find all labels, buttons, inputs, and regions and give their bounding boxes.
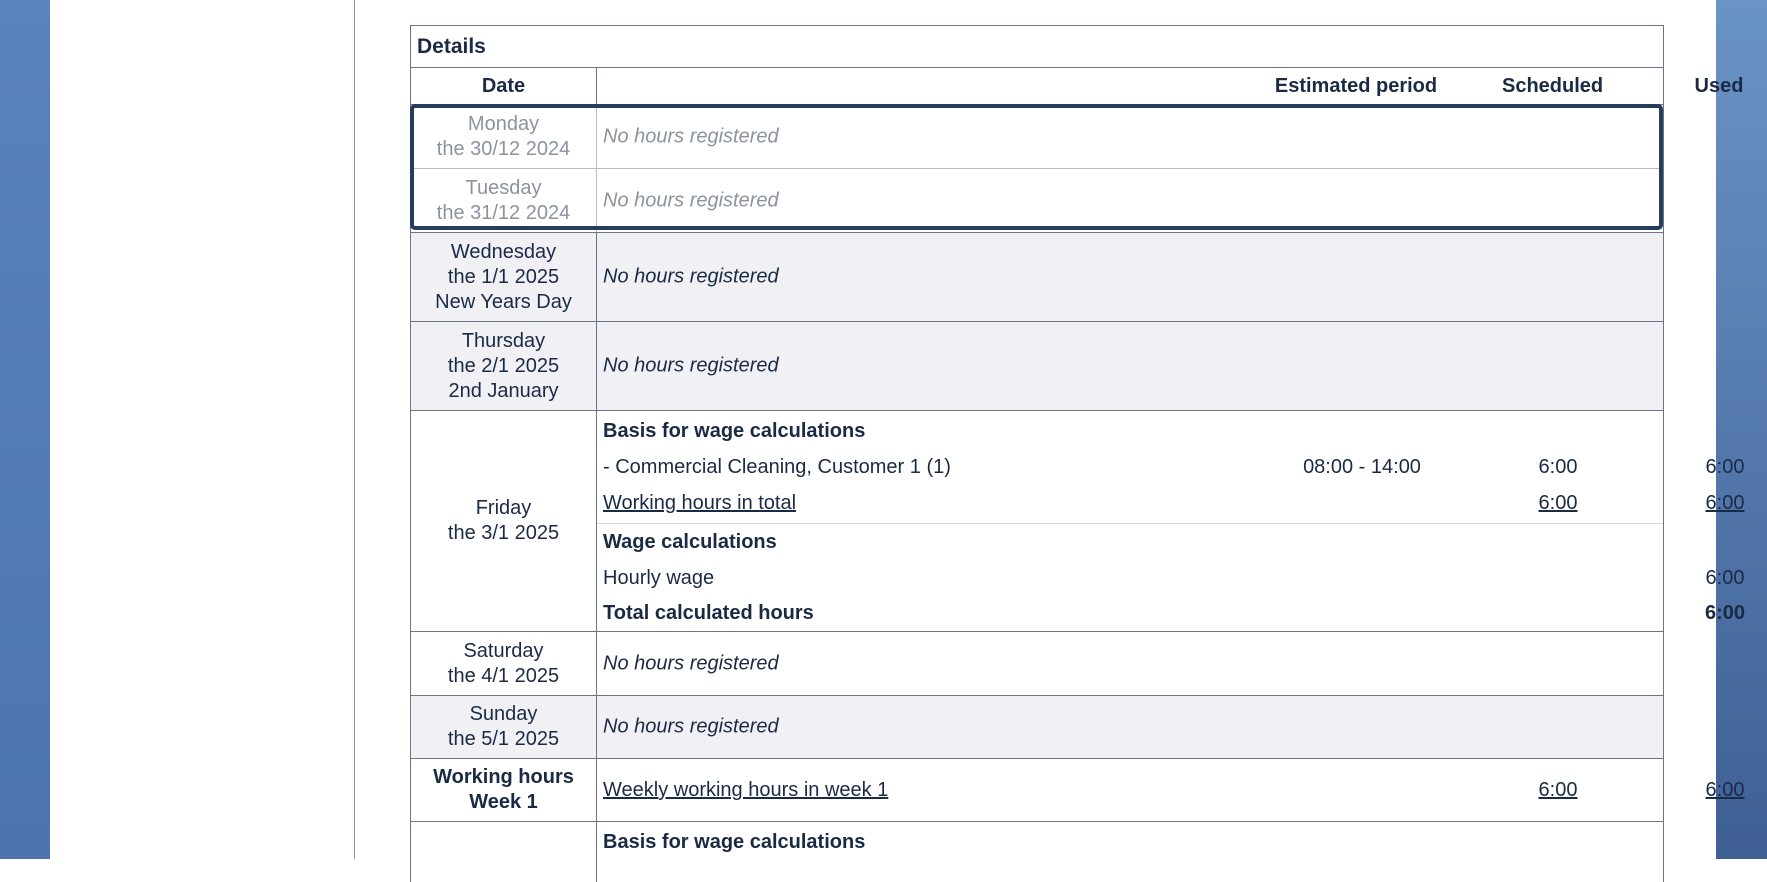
desktop-background-right [1716, 0, 1767, 859]
table-row: Wednesday the 1/1 2025 New Years Day No ho… [411, 233, 1663, 322]
work-item-row: - Commercial Cleaning, Customer 1 (1) 08… [603, 449, 1744, 485]
day-name: Friday [475, 497, 532, 519]
header-used: Used [1694, 75, 1744, 97]
day-name: Monday [467, 112, 540, 135]
weekly-hours-link[interactable]: Weekly working hours in week 1 [603, 779, 889, 801]
day-date: the 31/12 2024 [436, 201, 571, 224]
table-row: Friday the 3/1 2025 Basis for wage calcul… [411, 411, 1745, 632]
table-header: Date Estimated period Scheduled Used [411, 68, 1743, 105]
week-scheduled-link[interactable]: 6:00 [1538, 779, 1578, 801]
header-estimated-period: Estimated period [1274, 75, 1438, 97]
day-name: Wednesday [450, 240, 557, 263]
header-scheduled: Scheduled [1502, 75, 1604, 97]
week-number: Week 1 [469, 791, 538, 813]
day-name: Saturday [463, 639, 544, 662]
week-label: Working hours [433, 766, 574, 788]
section-divider [597, 523, 1663, 524]
day-name: Tuesday [465, 176, 542, 199]
total-used-link[interactable]: 6:00 [1705, 492, 1745, 514]
work-item-label: - Commercial Cleaning, Customer 1 (1) [603, 456, 951, 478]
total-calculated-label: Total calculated hours [603, 602, 814, 624]
hourly-wage-row: Hourly wage 6:00 [603, 560, 1744, 596]
work-item-scheduled: 6:00 [1538, 456, 1578, 478]
holiday-name: New Years Day [435, 290, 572, 313]
day-date: the 30/12 2024 [436, 137, 571, 160]
no-hours-text: No hours registered [603, 652, 779, 674]
wage-calculations-title: Wage calculations [603, 531, 777, 553]
work-item-period: 08:00 - 14:00 [1303, 456, 1421, 478]
hourly-wage-used: 6:00 [1705, 567, 1745, 589]
no-hours-text: No hours registered [603, 125, 779, 147]
day-name: Thursday [461, 329, 546, 352]
no-hours-text: No hours registered [603, 189, 779, 211]
holiday-name: 2nd January [448, 379, 559, 402]
no-hours-text: No hours registered [603, 265, 779, 288]
total-scheduled-link[interactable]: 6:00 [1538, 492, 1578, 514]
panel-divider [354, 0, 355, 859]
day-date: the 1/1 2025 [447, 265, 560, 288]
details-title: Details [411, 26, 1663, 68]
day-name: Sunday [469, 703, 538, 725]
basis-title: Basis for wage calculations [603, 831, 866, 853]
table-row[interactable]: Tuesday the 31/12 2024 No hours registere… [411, 169, 1663, 233]
working-hours-total-row: Working hours in total 6:00 6:00 [603, 485, 1744, 521]
table-row: Thursday the 2/1 2025 2nd January No hours… [411, 322, 1663, 411]
hourly-wage-label: Hourly wage [603, 567, 715, 589]
day-date: the 3/1 2025 [447, 522, 560, 544]
total-calculated-used: 6:00 [1704, 602, 1746, 624]
basis-title: Basis for wage calculations [603, 420, 866, 442]
day-date: the 4/1 2025 [447, 664, 560, 687]
day-date: the 2/1 2025 [447, 354, 560, 377]
total-calculated-row: Total calculated hours 6:00 [603, 595, 1745, 631]
week-summary-row: Working hours Week 1 Weekly working hours… [411, 759, 1744, 822]
desktop-background-left [0, 0, 50, 859]
day-date: the 5/1 2025 [447, 728, 560, 750]
table-row: Basis for wage calculations [411, 822, 1663, 882]
work-item-used: 6:00 [1705, 456, 1745, 478]
working-hours-total-link[interactable]: Working hours in total [603, 492, 797, 514]
table-row: Sunday the 5/1 2025 No hours registered [411, 696, 1663, 759]
table-row: Saturday the 4/1 2025 No hours registered [411, 632, 1663, 696]
no-hours-text: No hours registered [603, 354, 779, 377]
week-used-link[interactable]: 6:00 [1705, 779, 1745, 801]
header-date: Date [411, 68, 597, 104]
details-table: Details Date Estimated period Scheduled … [410, 25, 1745, 882]
no-hours-text: No hours registered [603, 715, 779, 738]
table-row[interactable]: Monday the 30/12 2024 No hours registered [411, 105, 1663, 169]
